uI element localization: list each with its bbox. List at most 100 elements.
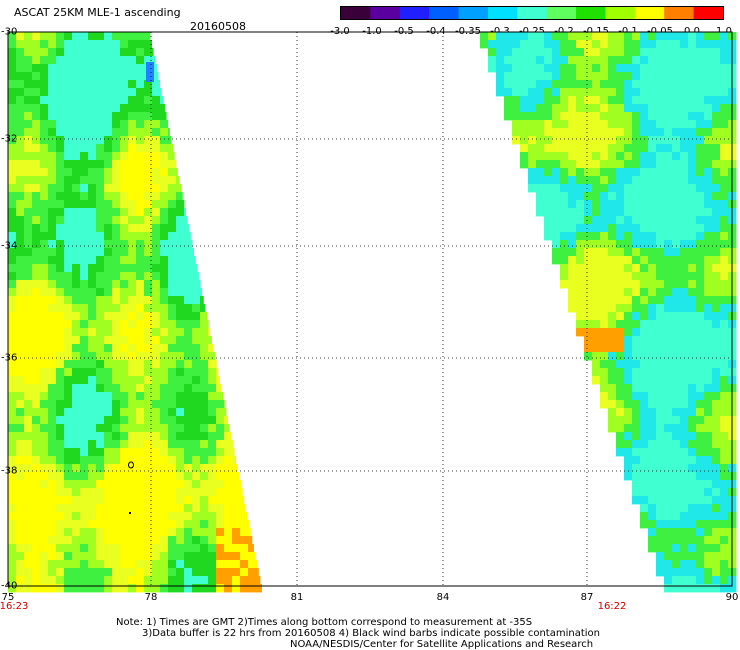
swath-cell (656, 192, 665, 201)
swath-cell (696, 584, 705, 593)
swath-cell (688, 64, 697, 73)
swath-cell (560, 216, 569, 225)
swath-cell (104, 48, 113, 57)
swath-cell (128, 184, 137, 193)
swath-cell (664, 456, 673, 465)
swath-cell (152, 88, 161, 97)
swath-cell (232, 496, 241, 505)
swath-cell (624, 88, 633, 97)
swath-cell (112, 232, 121, 241)
swath-cell (544, 32, 553, 41)
swath-cell (664, 272, 673, 281)
swath-cell (136, 488, 145, 497)
swath-cell (40, 112, 49, 121)
swath-cell (568, 216, 577, 225)
swath-cell (96, 256, 105, 265)
swath-cell (720, 448, 729, 457)
swath-cell (8, 384, 17, 393)
swath-cell (8, 536, 17, 545)
swath-cell (24, 240, 33, 249)
swath-cell (96, 88, 105, 97)
swath-cell (64, 312, 73, 321)
swath-cell (136, 424, 145, 433)
swath-cell (624, 288, 633, 297)
swath-cell (688, 400, 697, 409)
swath-cell (40, 368, 49, 377)
swath-cell (672, 168, 681, 177)
swath-cell (32, 168, 41, 177)
swath-cell (176, 568, 185, 577)
swath-cell (704, 504, 713, 513)
swath-cell (216, 520, 225, 529)
swath-cell (584, 216, 593, 225)
swath-cell (624, 240, 633, 249)
swath-cell (96, 264, 105, 273)
swath-cell (80, 224, 89, 233)
swath-cell (608, 192, 617, 201)
swath-cell (120, 320, 129, 329)
swath-cell (576, 272, 585, 281)
swath-cell (568, 304, 577, 313)
swath-cell (88, 584, 97, 593)
swath-cell (568, 136, 577, 145)
swath-cell (24, 144, 33, 153)
swath-cell (16, 352, 25, 361)
swath-cell (128, 248, 137, 257)
swath-cell (64, 432, 73, 441)
swath-cell (16, 120, 25, 129)
swath-cell (80, 256, 89, 265)
swath-cell (584, 72, 593, 81)
swath-cell (48, 96, 57, 105)
swath-cell (200, 296, 204, 305)
swath-cell (640, 312, 649, 321)
swath-cell (672, 256, 681, 265)
swath-cell (600, 288, 609, 297)
swath-cell (168, 440, 177, 449)
swath-cell (128, 392, 137, 401)
swath-cell (688, 416, 697, 425)
swath-cell (232, 536, 241, 545)
swath-cell (136, 496, 145, 505)
swath-cell (600, 248, 609, 257)
swath-cell (64, 400, 73, 409)
swath-cell (72, 208, 81, 217)
swath-cell (704, 512, 713, 521)
swath-cell (560, 264, 569, 273)
swath-cell (8, 32, 17, 41)
swath-cell (104, 192, 113, 201)
swath-cell (144, 168, 153, 177)
swath-cell (696, 264, 705, 273)
swath-cell (72, 256, 81, 265)
swath-cell (640, 304, 649, 313)
swath-cell (720, 480, 729, 489)
swath-cell (632, 288, 641, 297)
swath-cell (704, 392, 713, 401)
swath-cell (672, 544, 681, 553)
swath-cell (104, 560, 113, 569)
swath-cell (184, 312, 193, 321)
swath-cell (8, 504, 17, 513)
swath-cell (576, 184, 585, 193)
swath-cell (488, 56, 497, 65)
swath-cell (608, 328, 617, 337)
swath-cell (144, 456, 153, 465)
swath-cell (600, 168, 609, 177)
swath-cell (560, 72, 569, 81)
swath-cell (720, 152, 729, 161)
swath-cell (120, 152, 129, 161)
swath-cell (72, 192, 81, 201)
graticule (8, 32, 732, 586)
swath-cell (632, 184, 641, 193)
swath-cell (120, 568, 129, 577)
swath-cell (24, 408, 33, 417)
swath-cell (56, 456, 65, 465)
swath-cell (96, 464, 105, 473)
swath-cell (120, 216, 129, 225)
swath-cell (600, 304, 609, 313)
swath-cell (48, 576, 57, 585)
swath-cell (632, 376, 641, 385)
swath-cell (632, 224, 641, 233)
swath-cell (712, 32, 721, 41)
swath-cell (560, 88, 569, 97)
swath-cell (720, 272, 729, 281)
